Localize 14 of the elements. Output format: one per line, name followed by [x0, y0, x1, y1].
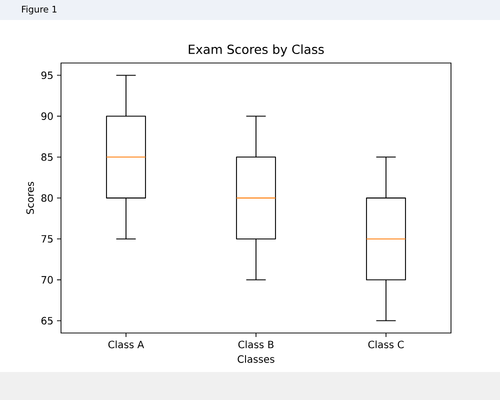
x-axis-title: Classes: [238, 355, 274, 363]
caption: Figure 1: [22, 6, 56, 14]
chart-title: Exam Scores by Class: [188, 44, 324, 56]
x-tick-label: Class A: [108, 340, 144, 348]
y-axis-title: Scores: [26, 182, 34, 214]
x-tick-label: Class C: [368, 340, 404, 348]
y-tick-label: 75: [42, 235, 53, 243]
y-tick-label: 80: [41, 194, 53, 202]
y-tick-label: 70: [42, 276, 53, 284]
y-tick-label: 65: [41, 316, 53, 325]
x-tick-label: Class B: [238, 340, 274, 348]
y-tick-label: 85: [41, 153, 53, 161]
y-tick-label: 90: [41, 112, 53, 120]
y-tick-label: 95: [41, 71, 53, 80]
